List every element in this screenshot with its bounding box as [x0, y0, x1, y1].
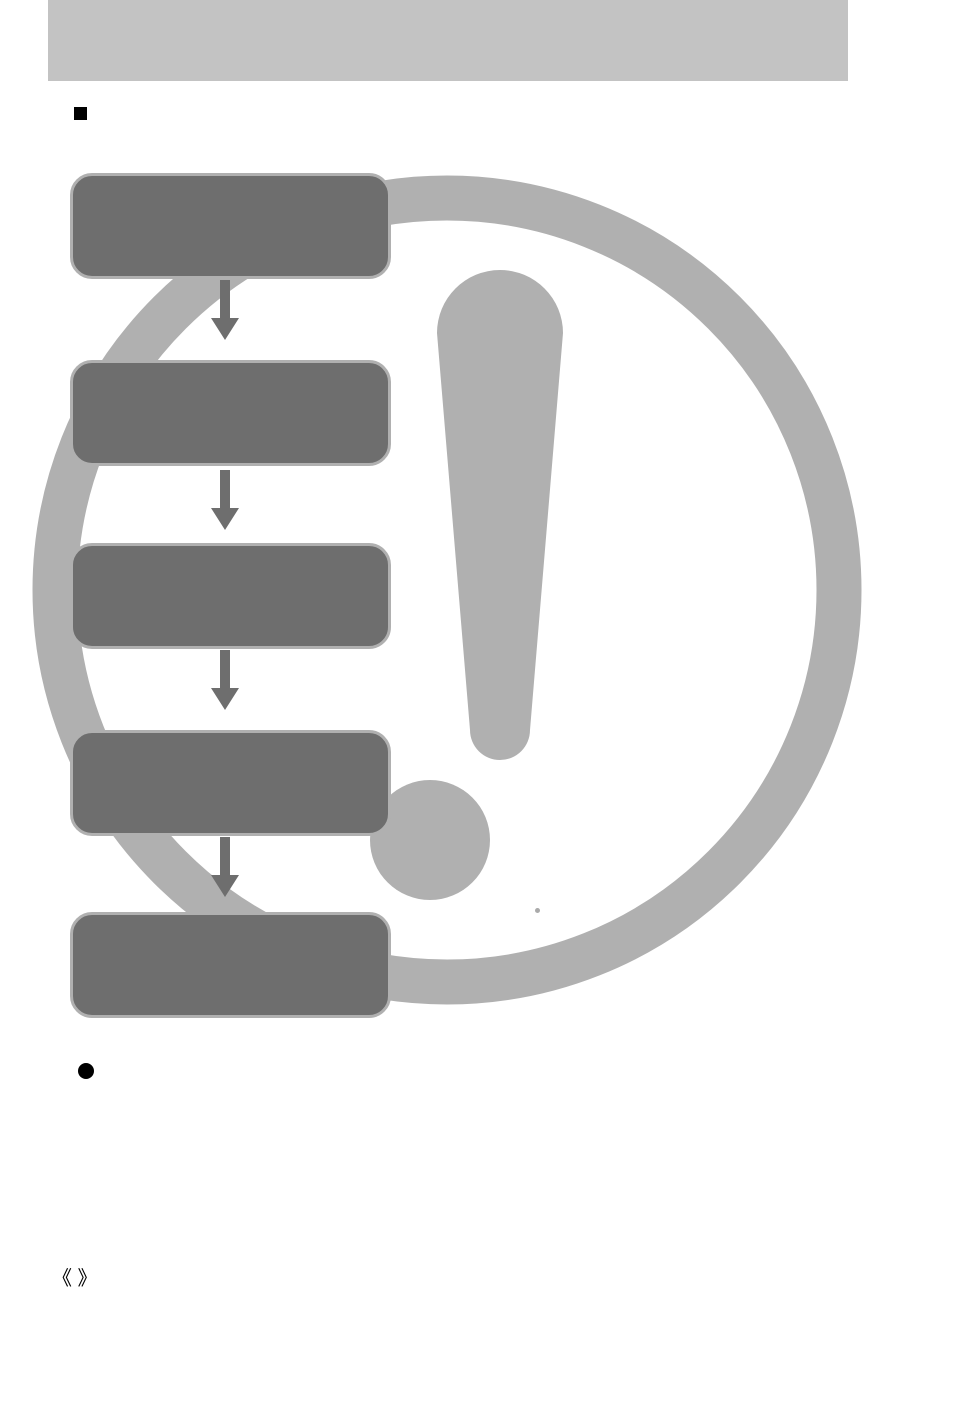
flow-arrow-4-5 [211, 837, 239, 897]
footnote: 《 》 [52, 1262, 98, 1291]
stray-dot [535, 908, 540, 913]
flow-node-5 [70, 912, 391, 1018]
flow-node-4 [70, 730, 391, 836]
flow-arrow-2-3 [211, 470, 239, 530]
flow-node-1 [70, 173, 391, 279]
flow-arrow-1-2 [211, 280, 239, 340]
flow-node-2 [70, 360, 391, 466]
flow-arrow-3-4 [211, 650, 239, 710]
flow-node-3 [70, 543, 391, 649]
section-bullet-dot [78, 1063, 94, 1079]
page-root: 《 》 [0, 0, 954, 1401]
